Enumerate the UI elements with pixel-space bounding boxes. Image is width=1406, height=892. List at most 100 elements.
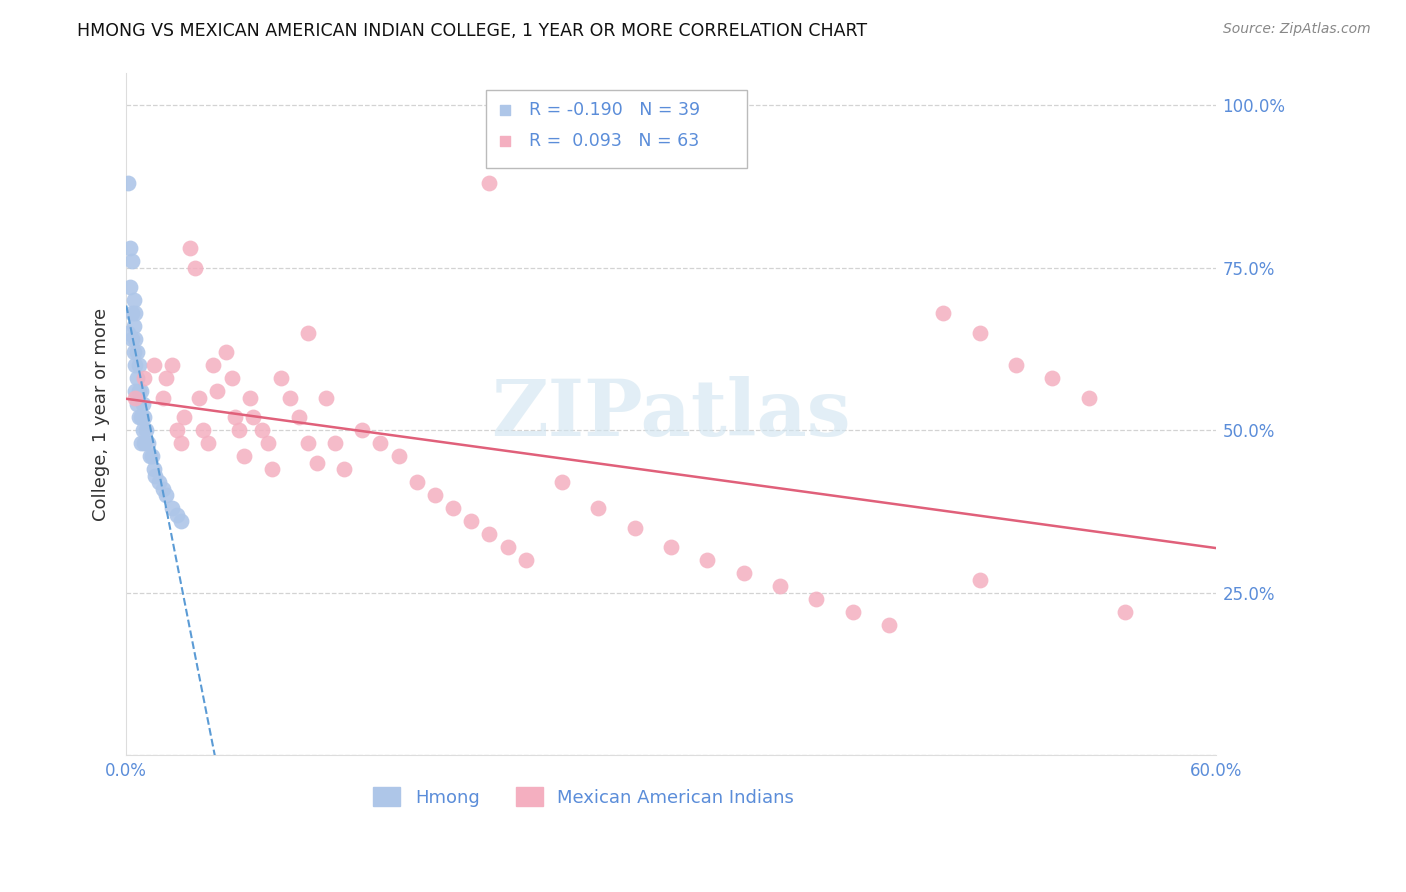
Point	[1077, 391, 1099, 405]
Point	[118, 280, 141, 294]
Point	[228, 423, 250, 437]
Point	[239, 391, 262, 405]
Point	[257, 436, 280, 450]
Point	[423, 488, 446, 502]
Point	[551, 475, 574, 490]
Point	[124, 332, 146, 346]
Point	[179, 241, 201, 255]
Text: R = -0.190   N = 39: R = -0.190 N = 39	[529, 102, 700, 120]
Point	[184, 260, 207, 275]
Point	[388, 449, 411, 463]
Point	[129, 410, 152, 425]
Point	[747, 134, 769, 148]
Point	[160, 501, 183, 516]
Point	[128, 358, 150, 372]
Point	[141, 449, 163, 463]
Point	[121, 332, 143, 346]
Point	[131, 397, 153, 411]
Point	[1005, 358, 1028, 372]
Point	[224, 410, 246, 425]
Point	[166, 423, 188, 437]
Point	[932, 306, 955, 320]
Point	[441, 501, 464, 516]
Text: Source: ZipAtlas.com: Source: ZipAtlas.com	[1223, 22, 1371, 37]
Point	[128, 410, 150, 425]
Point	[305, 456, 328, 470]
Point	[270, 371, 292, 385]
Point	[478, 527, 501, 541]
Point	[155, 488, 177, 502]
Point	[122, 293, 145, 308]
Point	[297, 436, 319, 450]
Point	[1114, 605, 1136, 619]
Point	[139, 449, 162, 463]
Point	[260, 462, 283, 476]
Point	[969, 573, 991, 587]
Point	[288, 410, 311, 425]
Point	[127, 371, 149, 385]
Point	[297, 326, 319, 340]
Text: ZIPatlas: ZIPatlas	[491, 376, 851, 452]
Point	[496, 540, 519, 554]
Point	[135, 423, 157, 437]
Point	[131, 423, 153, 437]
Point	[136, 436, 159, 450]
Point	[124, 391, 146, 405]
Point	[877, 618, 900, 632]
Point	[155, 371, 177, 385]
Point	[405, 475, 427, 490]
Point	[197, 436, 219, 450]
Point	[129, 436, 152, 450]
Point	[166, 508, 188, 522]
Point	[124, 358, 146, 372]
Point	[747, 163, 769, 178]
Point	[588, 501, 610, 516]
Point	[173, 410, 195, 425]
Point	[187, 391, 209, 405]
Point	[202, 358, 225, 372]
Point	[478, 177, 501, 191]
Point	[142, 462, 165, 476]
Point	[160, 358, 183, 372]
Point	[143, 468, 166, 483]
Point	[215, 345, 238, 359]
Point	[142, 358, 165, 372]
Point	[242, 410, 264, 425]
Point	[152, 482, 174, 496]
Point	[127, 345, 149, 359]
Point	[118, 241, 141, 255]
Point	[124, 384, 146, 399]
Point	[515, 553, 537, 567]
Point	[148, 475, 170, 490]
Point	[128, 384, 150, 399]
Point	[170, 436, 193, 450]
Point	[315, 391, 337, 405]
Point	[122, 345, 145, 359]
Point	[121, 306, 143, 320]
Point	[191, 423, 214, 437]
Point	[1040, 371, 1063, 385]
Point	[696, 553, 718, 567]
Point	[460, 514, 482, 528]
Point	[134, 410, 156, 425]
Y-axis label: College, 1 year or more: College, 1 year or more	[93, 308, 110, 521]
Point	[134, 436, 156, 450]
Point	[659, 540, 682, 554]
Point	[124, 306, 146, 320]
Text: HMONG VS MEXICAN AMERICAN INDIAN COLLEGE, 1 YEAR OR MORE CORRELATION CHART: HMONG VS MEXICAN AMERICAN INDIAN COLLEGE…	[77, 22, 868, 40]
Point	[129, 384, 152, 399]
Point	[370, 436, 392, 450]
Point	[134, 371, 156, 385]
Point	[205, 384, 228, 399]
FancyBboxPatch shape	[485, 90, 747, 169]
Point	[623, 520, 645, 534]
Point	[352, 423, 374, 437]
Point	[323, 436, 346, 450]
Point	[127, 397, 149, 411]
Point	[733, 566, 755, 580]
Point	[841, 605, 863, 619]
Point	[278, 391, 301, 405]
Point	[121, 254, 143, 268]
Point	[122, 319, 145, 334]
Text: R =  0.093   N = 63: R = 0.093 N = 63	[529, 132, 700, 150]
